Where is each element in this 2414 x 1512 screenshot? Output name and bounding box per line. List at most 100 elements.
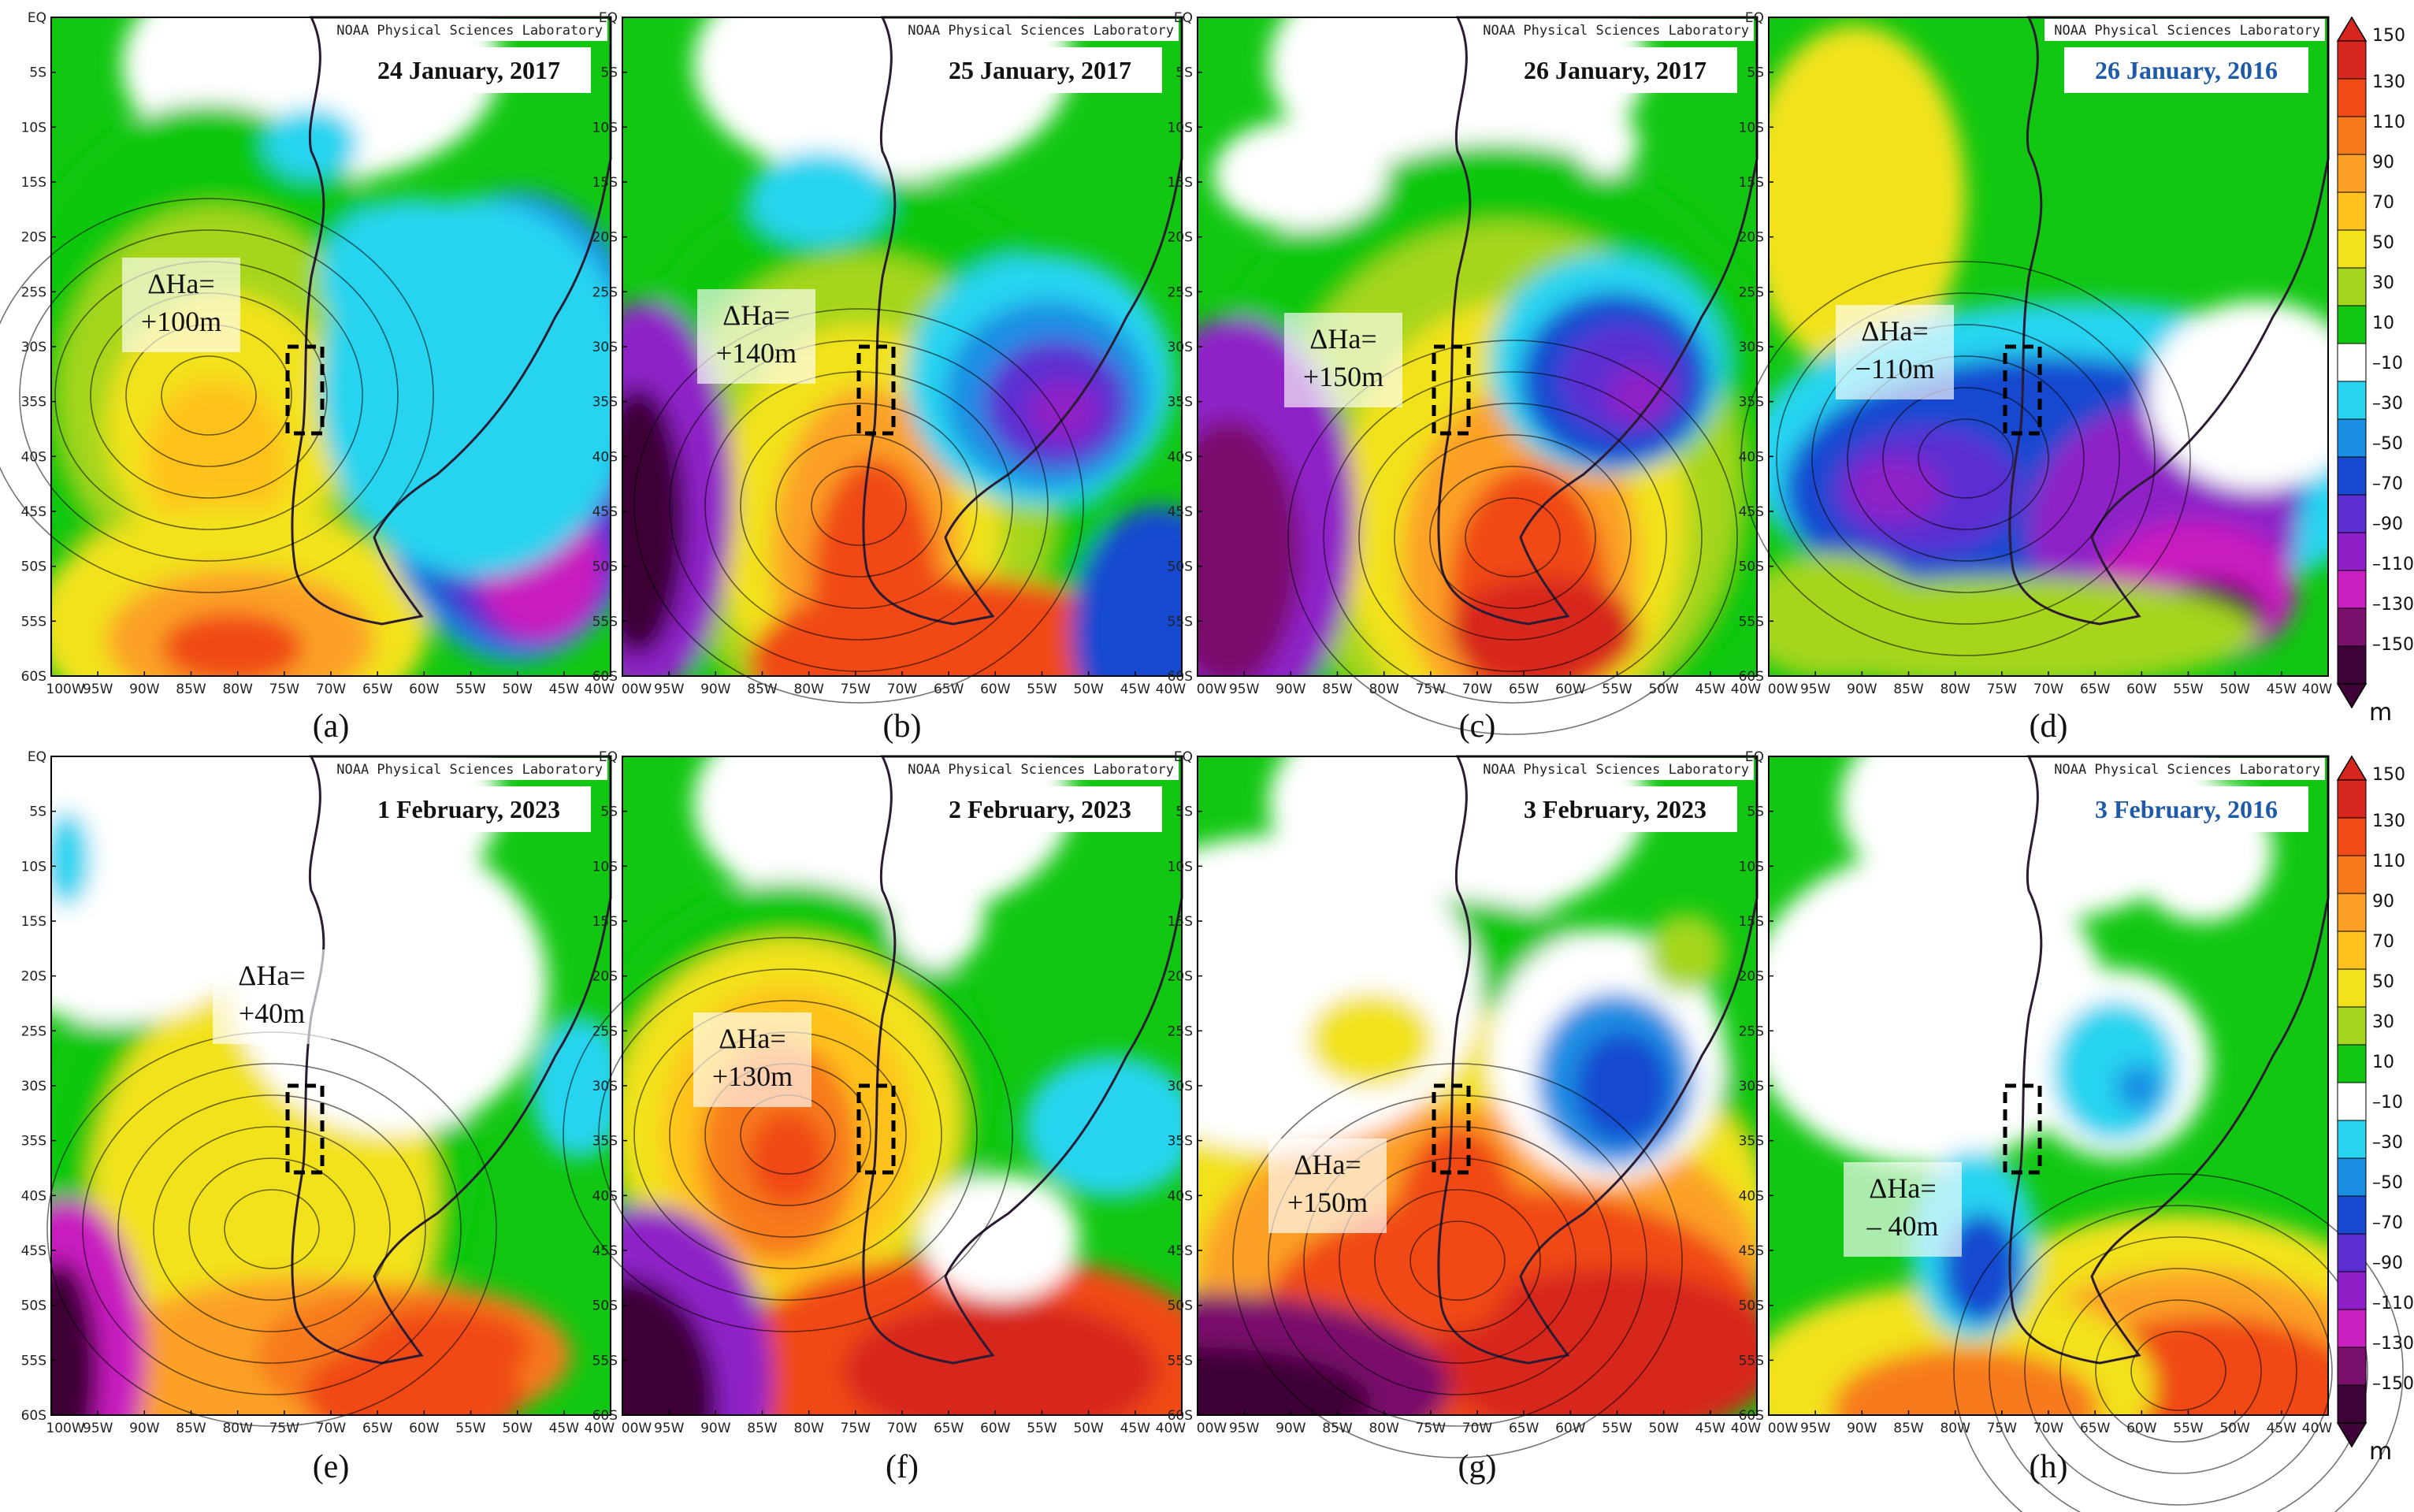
longitude-label: 55W	[455, 682, 486, 697]
contour-line	[1268, 1094, 1647, 1427]
latitude-label: 5S	[29, 804, 46, 820]
longitude-label: 95W	[654, 682, 685, 697]
colorbar-tick-label: –150	[2372, 635, 2414, 655]
latitude-label: 5S	[1175, 65, 1193, 81]
longitude-label: 90W	[1847, 682, 1877, 697]
map-panel: NOAA Physical Sciences Laboratory 26 Janu…	[1168, 10, 1761, 735]
longitude-label: 60W	[2126, 1421, 2157, 1436]
longitude-label: 60W	[409, 682, 440, 697]
source-label-bg	[2044, 758, 2325, 780]
source-label-bg	[327, 758, 607, 780]
dha-label: ΔHa=	[722, 299, 789, 331]
map-panel: NOAA Physical Sciences Laboratory 2 Febru…	[563, 749, 1187, 1436]
latitude-label: 40S	[1739, 1188, 1764, 1204]
latitude-label: 45S	[1168, 504, 1193, 520]
colorbar-tick-label: –90	[2372, 1254, 2403, 1273]
longitude-label: 70W	[887, 1421, 918, 1436]
map-panel: NOAA Physical Sciences Laboratory 25 Janu…	[592, 10, 1186, 704]
colorbar-swatch	[2337, 1384, 2367, 1424]
colorbar: 150 130 110 90 70 50 30 10 –10 –30 –50 –70 –90 –110 –1…	[2336, 16, 2414, 726]
latitude-label: 45S	[592, 1243, 618, 1259]
colorbar-swatch	[2337, 1120, 2367, 1159]
dha-label: ΔHa=	[1309, 323, 1376, 355]
longitude-label: 00W	[1197, 682, 1227, 697]
colorbar-tick-label: 50	[2372, 972, 2394, 992]
colorbar-tick-label: –30	[2372, 1133, 2403, 1153]
longitude-label: 80W	[1940, 1421, 1970, 1436]
longitude-label: 60W	[980, 1421, 1011, 1436]
latitude-label: 60S	[1739, 1408, 1764, 1424]
contour-line	[598, 968, 978, 1301]
panel-date: 24 January, 2017	[377, 56, 560, 84]
contour-line	[669, 340, 1049, 672]
latitude-label: 10S	[21, 859, 46, 875]
longitude-label: 65W	[1509, 682, 1539, 697]
latitude-label: 55S	[592, 614, 618, 630]
colorbar-swatch	[2337, 1309, 2367, 1348]
longitude-label: 40W	[1156, 1421, 1187, 1436]
panel-date: 3 February, 2023	[1524, 795, 1707, 823]
contour-line	[1465, 497, 1561, 578]
contour-line	[2024, 1236, 2333, 1506]
contour-line	[188, 1157, 355, 1301]
longitude-label: 95W	[83, 1421, 113, 1436]
colorbar-swatch	[2337, 418, 2367, 458]
latitude-label: 60S	[1739, 669, 1764, 685]
longitude-label: 60W	[980, 682, 1011, 697]
longitude-label: 70W	[1462, 682, 1493, 697]
colorbar-swatch	[2337, 191, 2367, 231]
latitude-label: 35S	[1168, 1134, 1193, 1150]
longitude-label: 00W	[1768, 1421, 1799, 1436]
latitude-label: 55S	[21, 614, 46, 630]
latitude-label: 35S	[592, 395, 618, 411]
longitude-label: 45W	[1695, 682, 1726, 697]
longitude-label: 90W	[700, 682, 731, 697]
latitude-label: 45S	[1739, 504, 1764, 520]
latitude-label: 40S	[21, 1188, 46, 1204]
latitude-label: 15S	[21, 175, 46, 191]
longitude-label: 95W	[654, 1421, 685, 1436]
longitude-label: 45W	[1120, 682, 1151, 697]
latitude-label: EQ	[1174, 10, 1193, 26]
panel-date: 26 January, 2016	[2095, 56, 2278, 84]
longitude-label: 85W	[747, 682, 778, 697]
longitude-label: 80W	[793, 682, 824, 697]
longitude-label: 50W	[1648, 1421, 1679, 1436]
colorbar-tick-label: –70	[2372, 1213, 2403, 1233]
panel-date: 2 February, 2023	[949, 795, 1131, 823]
longitude-label: 50W	[502, 682, 533, 697]
latitude-label: 25S	[1168, 284, 1193, 300]
latitude-label: 25S	[1739, 1023, 1764, 1039]
region-box	[285, 1083, 325, 1175]
colorbar-tick-label: –130	[2372, 1334, 2414, 1354]
latitude-label: EQ	[1174, 749, 1193, 765]
contour-line	[1989, 1205, 2368, 1512]
contour-line	[2130, 1331, 2226, 1411]
colorbar-tick-label: –90	[2372, 515, 2403, 534]
panel-caption: (e)	[313, 1449, 350, 1485]
longitude-label: 70W	[887, 682, 918, 697]
panel-caption: (g)	[1458, 1449, 1497, 1485]
panel-caption: (c)	[1459, 708, 1496, 745]
colorbar-tick-label: 150	[2372, 26, 2405, 46]
latitude-label: 35S	[1739, 1134, 1764, 1150]
contour-line	[1740, 261, 2191, 656]
dha-value: +100m	[141, 306, 221, 337]
latitude-label: 10S	[1739, 859, 1764, 875]
latitude-label: 5S	[600, 65, 618, 81]
latitude-label: 35S	[592, 1134, 618, 1150]
colorbar-tick-label: 130	[2372, 812, 2405, 831]
dha-box	[122, 258, 240, 352]
source-label-bg	[898, 758, 1179, 780]
longitude-label: 70W	[316, 1421, 347, 1436]
coastline	[862, 755, 1183, 1365]
source-label-bg	[2044, 19, 2325, 41]
latitude-label: 60S	[21, 669, 46, 685]
dha-label: ΔHa=	[147, 268, 214, 299]
longitude-label: 80W	[1369, 682, 1399, 697]
latitude-label: EQ	[1745, 10, 1764, 26]
longitude-label: 80W	[1369, 1421, 1399, 1436]
longitude-label: 100W	[46, 1421, 84, 1436]
dha-value: +150m	[1303, 361, 1383, 392]
